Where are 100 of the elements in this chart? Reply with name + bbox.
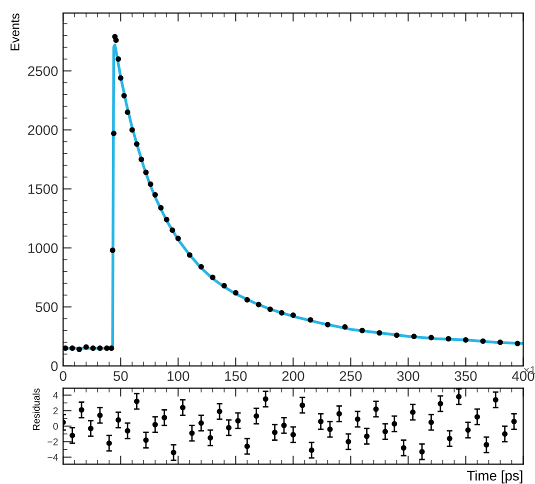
point <box>394 332 400 338</box>
point <box>134 141 140 147</box>
point <box>462 337 468 343</box>
x-tick-label: 300 <box>397 371 420 381</box>
point <box>116 417 122 423</box>
point <box>124 428 130 434</box>
point <box>262 396 268 402</box>
point <box>110 130 117 136</box>
point <box>70 345 76 351</box>
point <box>511 418 517 424</box>
point <box>221 282 227 288</box>
y-tick-label: 0 <box>51 361 58 372</box>
x-tick-label: 0 <box>60 371 66 381</box>
point <box>346 438 352 444</box>
point <box>180 404 186 410</box>
point <box>216 408 222 414</box>
y-tick-label: 0 <box>53 422 58 430</box>
y-tick-label: 2 <box>53 407 58 414</box>
y-tick-label: 2500 <box>28 66 58 76</box>
point <box>143 170 149 176</box>
point <box>152 422 158 428</box>
y-tick-label: 1500 <box>28 184 58 194</box>
point <box>281 422 287 428</box>
point <box>208 435 214 441</box>
y-tick-label: −4 <box>48 454 58 461</box>
point <box>88 426 94 432</box>
point <box>446 336 452 342</box>
y-tick-label: 4 <box>53 392 58 399</box>
point <box>336 410 342 417</box>
point <box>113 37 119 43</box>
point <box>116 56 122 62</box>
point <box>90 345 96 351</box>
point <box>244 297 250 303</box>
point <box>327 426 333 432</box>
point <box>492 397 498 403</box>
point <box>97 345 103 351</box>
point <box>392 421 398 427</box>
point <box>134 398 140 404</box>
point <box>78 407 84 413</box>
point <box>290 312 296 318</box>
point <box>104 345 110 351</box>
point <box>129 127 135 133</box>
point <box>63 345 68 351</box>
point <box>428 420 434 426</box>
x-axis-title: Time [ps] <box>466 470 522 484</box>
point <box>410 409 416 415</box>
y-tick-label: 1000 <box>28 243 58 254</box>
x-tick-label: 150 <box>225 371 247 381</box>
point <box>170 227 176 233</box>
point <box>364 433 370 440</box>
y-tick-label: 2000 <box>28 125 58 136</box>
point <box>106 440 112 446</box>
y-axis-title: Residuals <box>32 388 40 430</box>
point <box>110 247 116 254</box>
point <box>186 252 192 258</box>
point <box>118 75 124 81</box>
point <box>474 414 480 420</box>
point <box>256 302 262 308</box>
point <box>175 236 181 242</box>
point <box>235 418 241 424</box>
x-tick-label: 250 <box>340 371 362 381</box>
point <box>359 328 365 334</box>
point <box>308 447 314 453</box>
point <box>484 442 490 448</box>
point <box>438 400 444 406</box>
point <box>446 436 452 442</box>
point <box>198 264 204 270</box>
point <box>502 431 508 437</box>
point <box>497 340 504 346</box>
point <box>342 324 348 330</box>
point <box>324 322 330 328</box>
point <box>254 413 260 419</box>
point <box>300 402 306 408</box>
point <box>465 427 471 433</box>
point <box>162 414 168 420</box>
point <box>164 216 170 222</box>
point <box>419 448 425 455</box>
point <box>373 406 379 412</box>
point <box>121 92 127 98</box>
point <box>70 432 76 438</box>
point <box>308 317 314 323</box>
x-tick-label: 50 <box>113 371 128 381</box>
point <box>272 430 278 436</box>
x-tick-label: 350 <box>454 371 477 381</box>
point <box>198 420 204 426</box>
x-tick-label: 200 <box>282 371 304 381</box>
y-tick-label: 500 <box>36 302 58 312</box>
point <box>278 310 284 316</box>
point <box>138 156 144 162</box>
point <box>232 290 238 296</box>
point <box>143 437 149 443</box>
point <box>76 346 82 352</box>
point <box>400 445 406 451</box>
point <box>210 274 216 280</box>
point <box>189 430 195 436</box>
point <box>428 334 434 340</box>
point <box>382 428 388 434</box>
point <box>376 330 382 336</box>
point <box>267 306 273 312</box>
point <box>108 345 114 351</box>
